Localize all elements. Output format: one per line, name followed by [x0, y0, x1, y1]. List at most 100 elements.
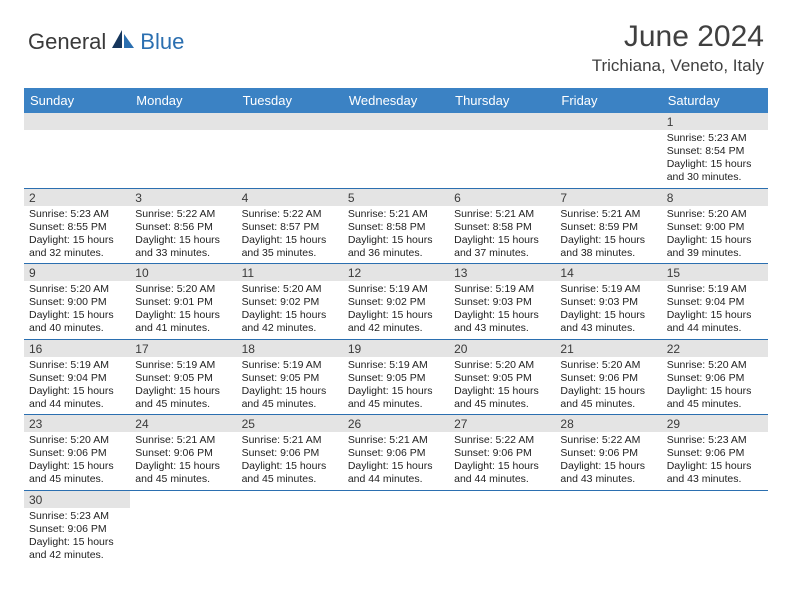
sunrise-line: Sunrise: 5:19 AM [560, 283, 656, 296]
calendar-day-cell: 9Sunrise: 5:20 AMSunset: 9:00 PMDaylight… [24, 264, 130, 340]
day-number [237, 113, 343, 130]
calendar-day-cell [130, 113, 236, 188]
calendar-day-cell: 27Sunrise: 5:22 AMSunset: 9:06 PMDayligh… [449, 415, 555, 491]
day-details: Sunrise: 5:21 AMSunset: 8:59 PMDaylight:… [555, 206, 661, 264]
daylight-line: Daylight: 15 hours and 45 minutes. [29, 460, 125, 486]
sunset-line: Sunset: 9:04 PM [667, 296, 763, 309]
day-details: Sunrise: 5:22 AMSunset: 8:57 PMDaylight:… [237, 206, 343, 264]
day-number: 2 [24, 189, 130, 206]
sunset-line: Sunset: 9:06 PM [242, 447, 338, 460]
calendar-day-cell: 12Sunrise: 5:19 AMSunset: 9:02 PMDayligh… [343, 264, 449, 340]
sunrise-line: Sunrise: 5:22 AM [454, 434, 550, 447]
daylight-line: Daylight: 15 hours and 45 minutes. [135, 460, 231, 486]
day-details: Sunrise: 5:19 AMSunset: 9:04 PMDaylight:… [662, 281, 768, 339]
daylight-line: Daylight: 15 hours and 45 minutes. [242, 385, 338, 411]
sunset-line: Sunset: 9:05 PM [348, 372, 444, 385]
day-number [343, 491, 449, 508]
sunset-line: Sunset: 9:03 PM [454, 296, 550, 309]
day-number: 14 [555, 264, 661, 281]
sunset-line: Sunset: 8:59 PM [560, 221, 656, 234]
weekday-header: Saturday [662, 88, 768, 113]
day-number: 26 [343, 415, 449, 432]
day-details: Sunrise: 5:20 AMSunset: 9:06 PMDaylight:… [662, 357, 768, 415]
day-number: 8 [662, 189, 768, 206]
daylight-line: Daylight: 15 hours and 30 minutes. [667, 158, 763, 184]
page-header: General Blue June 2024 Trichiana, Veneto… [0, 0, 792, 84]
sunset-line: Sunset: 9:03 PM [560, 296, 656, 309]
logo-sail-icon [110, 28, 136, 55]
day-number [662, 491, 768, 508]
day-number: 20 [449, 340, 555, 357]
calendar-day-cell: 5Sunrise: 5:21 AMSunset: 8:58 PMDaylight… [343, 188, 449, 264]
day-number: 25 [237, 415, 343, 432]
calendar-day-cell: 15Sunrise: 5:19 AMSunset: 9:04 PMDayligh… [662, 264, 768, 340]
daylight-line: Daylight: 15 hours and 35 minutes. [242, 234, 338, 260]
sunrise-line: Sunrise: 5:23 AM [667, 434, 763, 447]
calendar-day-cell [343, 113, 449, 188]
calendar-week-row: 16Sunrise: 5:19 AMSunset: 9:04 PMDayligh… [24, 339, 768, 415]
day-number: 23 [24, 415, 130, 432]
month-title: June 2024 [592, 20, 764, 54]
day-details: Sunrise: 5:19 AMSunset: 9:02 PMDaylight:… [343, 281, 449, 339]
day-details: Sunrise: 5:21 AMSunset: 9:06 PMDaylight:… [237, 432, 343, 490]
daylight-line: Daylight: 15 hours and 44 minutes. [29, 385, 125, 411]
day-details: Sunrise: 5:19 AMSunset: 9:05 PMDaylight:… [343, 357, 449, 415]
day-details: Sunrise: 5:20 AMSunset: 9:06 PMDaylight:… [555, 357, 661, 415]
day-details: Sunrise: 5:21 AMSunset: 9:06 PMDaylight:… [130, 432, 236, 490]
sunrise-line: Sunrise: 5:22 AM [242, 208, 338, 221]
daylight-line: Daylight: 15 hours and 43 minutes. [454, 309, 550, 335]
logo: General Blue [28, 28, 184, 55]
sunrise-line: Sunrise: 5:21 AM [135, 434, 231, 447]
sunset-line: Sunset: 8:58 PM [348, 221, 444, 234]
calendar-week-row: 30Sunrise: 5:23 AMSunset: 9:06 PMDayligh… [24, 490, 768, 565]
daylight-line: Daylight: 15 hours and 43 minutes. [667, 460, 763, 486]
calendar-day-cell: 21Sunrise: 5:20 AMSunset: 9:06 PMDayligh… [555, 339, 661, 415]
day-details: Sunrise: 5:20 AMSunset: 9:02 PMDaylight:… [237, 281, 343, 339]
day-details: Sunrise: 5:19 AMSunset: 9:05 PMDaylight:… [130, 357, 236, 415]
day-number: 29 [662, 415, 768, 432]
daylight-line: Daylight: 15 hours and 42 minutes. [348, 309, 444, 335]
calendar-week-row: 2Sunrise: 5:23 AMSunset: 8:55 PMDaylight… [24, 188, 768, 264]
sunrise-line: Sunrise: 5:22 AM [135, 208, 231, 221]
sunrise-line: Sunrise: 5:19 AM [667, 283, 763, 296]
day-number [555, 491, 661, 508]
calendar-day-cell: 7Sunrise: 5:21 AMSunset: 8:59 PMDaylight… [555, 188, 661, 264]
calendar-body: 1Sunrise: 5:23 AMSunset: 8:54 PMDaylight… [24, 113, 768, 565]
day-number: 27 [449, 415, 555, 432]
sunrise-line: Sunrise: 5:21 AM [348, 208, 444, 221]
day-details: Sunrise: 5:19 AMSunset: 9:05 PMDaylight:… [237, 357, 343, 415]
daylight-line: Daylight: 15 hours and 43 minutes. [560, 460, 656, 486]
calendar-day-cell: 29Sunrise: 5:23 AMSunset: 9:06 PMDayligh… [662, 415, 768, 491]
day-details: Sunrise: 5:22 AMSunset: 9:06 PMDaylight:… [449, 432, 555, 490]
calendar-day-cell [449, 490, 555, 565]
daylight-line: Daylight: 15 hours and 44 minutes. [667, 309, 763, 335]
day-number [343, 113, 449, 130]
sunrise-line: Sunrise: 5:21 AM [348, 434, 444, 447]
day-details: Sunrise: 5:22 AMSunset: 9:06 PMDaylight:… [555, 432, 661, 490]
day-details: Sunrise: 5:21 AMSunset: 9:06 PMDaylight:… [343, 432, 449, 490]
day-number [24, 113, 130, 130]
sunrise-line: Sunrise: 5:19 AM [135, 359, 231, 372]
calendar-day-cell: 3Sunrise: 5:22 AMSunset: 8:56 PMDaylight… [130, 188, 236, 264]
day-details: Sunrise: 5:22 AMSunset: 8:56 PMDaylight:… [130, 206, 236, 264]
day-details: Sunrise: 5:23 AMSunset: 8:55 PMDaylight:… [24, 206, 130, 264]
calendar-day-cell: 18Sunrise: 5:19 AMSunset: 9:05 PMDayligh… [237, 339, 343, 415]
sunrise-line: Sunrise: 5:20 AM [29, 283, 125, 296]
day-number: 22 [662, 340, 768, 357]
day-number: 3 [130, 189, 236, 206]
sunrise-line: Sunrise: 5:19 AM [29, 359, 125, 372]
sunrise-line: Sunrise: 5:19 AM [348, 359, 444, 372]
day-number [449, 491, 555, 508]
day-number: 24 [130, 415, 236, 432]
sunset-line: Sunset: 9:05 PM [242, 372, 338, 385]
calendar-day-cell: 1Sunrise: 5:23 AMSunset: 8:54 PMDaylight… [662, 113, 768, 188]
calendar-table: SundayMondayTuesdayWednesdayThursdayFrid… [24, 88, 768, 565]
sunrise-line: Sunrise: 5:19 AM [454, 283, 550, 296]
daylight-line: Daylight: 15 hours and 37 minutes. [454, 234, 550, 260]
sunset-line: Sunset: 9:02 PM [242, 296, 338, 309]
sunset-line: Sunset: 8:57 PM [242, 221, 338, 234]
day-number [555, 113, 661, 130]
day-number: 30 [24, 491, 130, 508]
logo-text-general: General [28, 29, 106, 55]
sunrise-line: Sunrise: 5:21 AM [454, 208, 550, 221]
